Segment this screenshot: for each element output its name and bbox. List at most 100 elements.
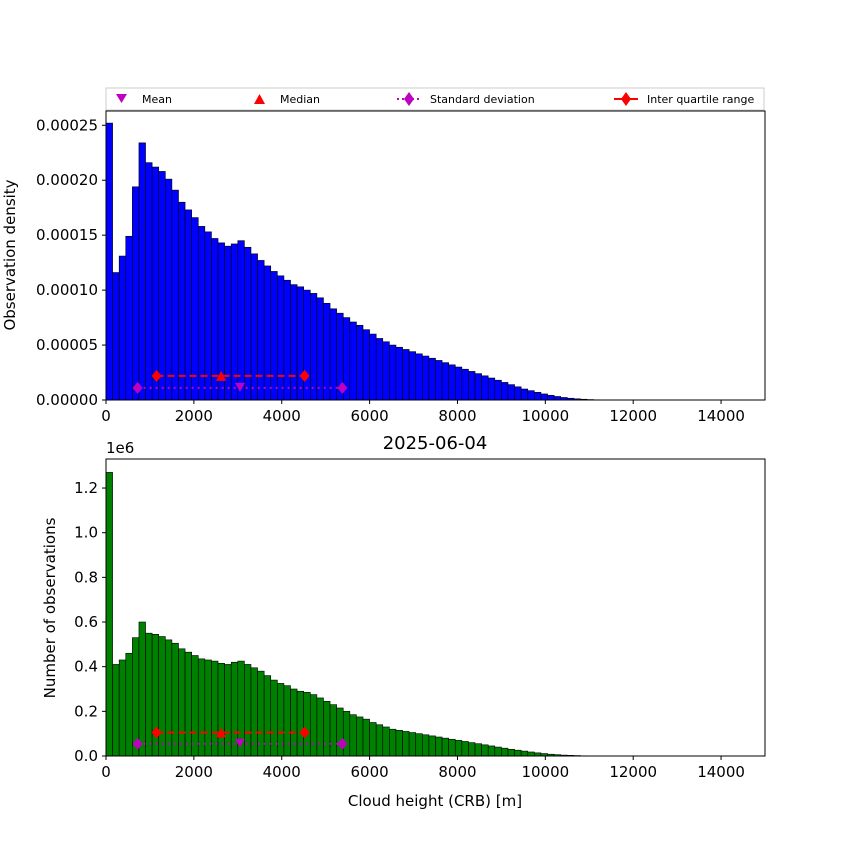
count-axis-ticks: 0 2000 4000 6000 8000 10000 12000 14000 0.0 0.2 0.… (74, 479, 745, 781)
density-bar (349, 321, 357, 401)
count-bar (514, 749, 522, 757)
legend-frame (105, 87, 765, 111)
count-iqr-endpoint (151, 726, 162, 739)
count-bar (138, 621, 146, 757)
density-bar (263, 265, 272, 401)
count-bar (369, 722, 377, 757)
density-bar (422, 355, 430, 401)
density-bar (534, 392, 542, 401)
density-std-endpoint (337, 381, 348, 394)
density-statistics-markers (132, 369, 348, 394)
count-bar (481, 744, 489, 757)
density-bar (428, 357, 436, 401)
density-bar (395, 346, 403, 401)
density-bar (474, 373, 482, 401)
count-median-marker (216, 727, 227, 738)
legend-label-std: Standard deviation (430, 93, 535, 106)
density-bar (540, 393, 548, 401)
density-bar (362, 329, 370, 401)
count-chart-title: 2025-06-04 (383, 433, 488, 454)
count-bar (448, 738, 456, 757)
count-statistics-markers (132, 726, 348, 750)
std-marker-icon (404, 92, 414, 106)
density-bar (145, 162, 153, 401)
density-bar (132, 186, 140, 401)
density-bar (375, 338, 384, 401)
count-bar (422, 734, 430, 757)
density-xtick-label: 0 (101, 407, 111, 425)
legend-label-median: Median (280, 93, 320, 106)
density-bar (204, 231, 212, 401)
count-xtick-label: 4000 (263, 763, 301, 781)
density-bar (165, 178, 173, 401)
count-ytick-label: 1.0 (74, 524, 98, 542)
density-histogram-panel: 0 2000 4000 6000 8000 10000 12000 14000 0.00000 0… (1, 110, 766, 425)
density-bar (112, 272, 120, 401)
count-bar (520, 750, 529, 757)
count-iqr-endpoint (299, 726, 310, 739)
count-bar (165, 639, 173, 757)
density-bar (468, 371, 476, 401)
density-mean-marker (234, 382, 245, 392)
density-bar (316, 297, 324, 401)
density-bar (105, 122, 113, 401)
legend-entry-mean: Mean (116, 93, 172, 106)
density-std-endpoint (132, 381, 143, 394)
count-bar (356, 716, 364, 757)
density-ytick-label: 0.00025 (36, 116, 98, 134)
count-bar (408, 732, 417, 757)
count-bar (402, 731, 410, 757)
density-bar (514, 386, 522, 401)
density-bar (323, 302, 331, 401)
density-ytick-label: 0.00020 (36, 171, 98, 189)
count-bar (145, 632, 153, 757)
count-bar (428, 735, 436, 757)
count-bar (197, 658, 206, 757)
density-bar (435, 360, 443, 401)
density-bar (356, 324, 364, 401)
density-bar (191, 217, 199, 401)
count-bar (494, 746, 502, 757)
iqr-marker-icon (621, 92, 631, 106)
count-bar (507, 748, 515, 757)
count-bar (382, 726, 390, 757)
count-std-endpoint (132, 737, 143, 750)
density-bar (382, 341, 390, 401)
density-bar (329, 308, 337, 401)
density-bar (158, 171, 166, 401)
density-axis-ticks: 0 2000 4000 6000 8000 10000 12000 14000 0.00000 0… (36, 116, 745, 425)
count-bar (468, 742, 476, 757)
density-xtick-label: 6000 (351, 407, 389, 425)
count-xtick-label: 14000 (697, 763, 745, 781)
density-bar (369, 333, 377, 401)
density-bar (178, 201, 186, 401)
count-bar (474, 743, 482, 757)
density-bar (494, 379, 502, 401)
count-bar (125, 652, 133, 757)
count-histogram-panel: 2025-06-04 1e6 0 2000 4000 6000 8000 10000 120… (41, 433, 766, 810)
density-ytick-label: 0.00005 (36, 336, 98, 354)
density-bar (290, 284, 298, 401)
density-bars (105, 122, 614, 401)
legend: Mean Median Standard deviation Inter qua… (105, 87, 765, 111)
count-bar (316, 697, 324, 757)
density-bar (487, 377, 496, 401)
count-bar (211, 660, 219, 757)
legend-entry-median: Median (254, 93, 320, 106)
density-xtick-label: 14000 (697, 407, 745, 425)
density-bar (118, 255, 127, 401)
count-ytick-label: 0.6 (74, 613, 98, 631)
count-y-scale-label: 1e6 (106, 439, 134, 457)
density-bar (277, 275, 285, 401)
count-bar (435, 736, 443, 757)
density-bar (527, 390, 535, 401)
count-bar (342, 711, 351, 757)
density-bar (448, 364, 456, 401)
density-bar (138, 142, 146, 401)
density-bar (250, 253, 258, 401)
count-bar (329, 704, 337, 757)
count-ytick-label: 0.4 (74, 658, 98, 676)
count-xlabel: Cloud height (CRB) [m] (348, 792, 522, 810)
count-bar (395, 730, 403, 757)
count-xtick-label: 8000 (438, 763, 476, 781)
